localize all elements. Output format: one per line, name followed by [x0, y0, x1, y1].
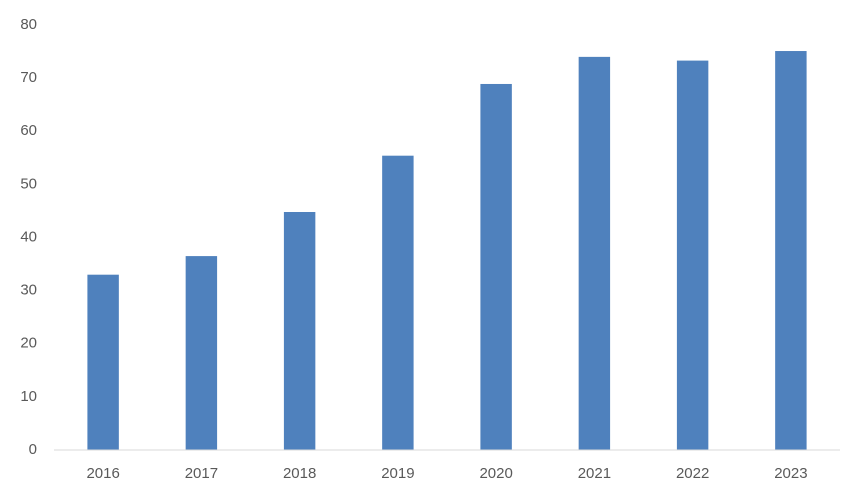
x-tick-label: 2022	[676, 465, 709, 482]
bar	[283, 212, 316, 450]
y-tick-label: 50	[20, 175, 37, 192]
x-tick-label: 2017	[185, 465, 218, 482]
y-tick-label: 60	[20, 122, 37, 139]
x-tick-label: 2018	[283, 465, 316, 482]
bar	[578, 56, 611, 450]
x-tick-label: 2016	[86, 465, 119, 482]
x-tick-label: 2023	[774, 465, 807, 482]
bar	[775, 51, 807, 450]
bar	[676, 60, 709, 450]
bar	[382, 155, 414, 450]
y-tick-label: 30	[20, 282, 37, 299]
x-tick-label: 2019	[381, 465, 414, 482]
bar	[87, 274, 119, 450]
y-tick-label: 0	[29, 441, 37, 458]
y-tick-label: 10	[20, 388, 37, 405]
x-tick-label: 2021	[578, 465, 611, 482]
y-tick-label: 40	[20, 228, 37, 245]
y-tick-label: 70	[20, 69, 37, 86]
bar	[185, 256, 218, 450]
y-tick-label: 80	[20, 16, 37, 33]
x-tick-label: 2020	[479, 465, 512, 482]
y-tick-label: 20	[20, 335, 37, 352]
bar	[480, 83, 512, 450]
